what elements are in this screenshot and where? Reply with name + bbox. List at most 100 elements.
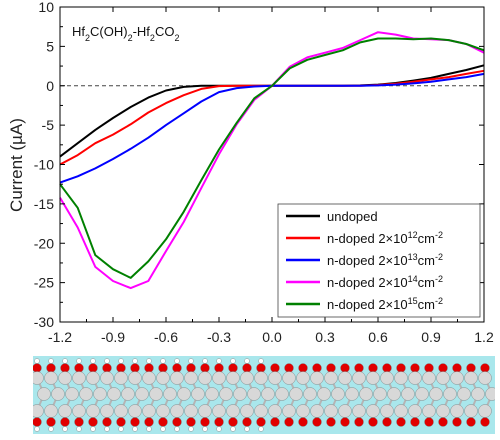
atom bbox=[326, 363, 336, 373]
atom bbox=[230, 426, 236, 432]
legend-label-0: undoped bbox=[327, 209, 378, 224]
atom bbox=[415, 387, 429, 401]
atom bbox=[368, 363, 378, 373]
atom bbox=[298, 363, 308, 373]
atom bbox=[93, 387, 107, 401]
atom bbox=[60, 363, 70, 373]
atom bbox=[310, 404, 324, 418]
series-line-4 bbox=[59, 37, 485, 279]
atom bbox=[485, 387, 495, 401]
atom bbox=[436, 371, 450, 385]
atom bbox=[37, 387, 51, 401]
formula-text: Hf bbox=[72, 24, 85, 39]
x-tick-label: 0.9 bbox=[421, 329, 441, 345]
legend-label-exponent: 13 bbox=[408, 252, 418, 262]
legend-label-unit: cm bbox=[418, 275, 435, 290]
legend-label-text: n-doped 2×10 bbox=[327, 231, 408, 246]
atom bbox=[373, 387, 387, 401]
atom bbox=[33, 363, 42, 373]
legend-label-unit: cm bbox=[418, 253, 435, 268]
atom bbox=[74, 417, 84, 427]
structure-atoms bbox=[33, 358, 495, 432]
atom bbox=[338, 404, 352, 418]
atom bbox=[284, 417, 294, 427]
atom bbox=[394, 371, 408, 385]
atom bbox=[205, 387, 219, 401]
series-layer bbox=[59, 31, 485, 290]
atom bbox=[44, 404, 58, 418]
atom bbox=[380, 371, 394, 385]
atom bbox=[396, 417, 406, 427]
x-tick-label: -1.2 bbox=[48, 329, 72, 345]
atom bbox=[466, 363, 476, 373]
atom bbox=[226, 404, 240, 418]
atom bbox=[88, 363, 98, 373]
atom bbox=[128, 371, 142, 385]
formula-label: Hf2C(OH)2-Hf2CO2 bbox=[72, 24, 179, 43]
atom bbox=[90, 358, 96, 364]
legend-label-exponent: 15 bbox=[408, 296, 418, 306]
molecular-structure-strip bbox=[33, 356, 495, 434]
atom bbox=[118, 426, 124, 432]
atom bbox=[296, 371, 310, 385]
atom bbox=[158, 417, 168, 427]
atom bbox=[198, 404, 212, 418]
atom bbox=[76, 426, 82, 432]
atom bbox=[422, 404, 436, 418]
atom bbox=[422, 371, 436, 385]
atom bbox=[352, 371, 366, 385]
atom bbox=[172, 417, 182, 427]
atom bbox=[219, 387, 233, 401]
legend-label-exponent: 14 bbox=[408, 274, 418, 284]
atom bbox=[438, 363, 448, 373]
atom bbox=[240, 371, 254, 385]
formula-subscript: 2 bbox=[128, 33, 133, 43]
atom bbox=[102, 417, 112, 427]
atom bbox=[170, 404, 184, 418]
atom bbox=[324, 371, 338, 385]
atom bbox=[72, 371, 86, 385]
atom bbox=[359, 387, 373, 401]
atom bbox=[200, 417, 210, 427]
atom bbox=[46, 417, 56, 427]
atom bbox=[212, 404, 226, 418]
atom bbox=[174, 358, 180, 364]
atom bbox=[163, 387, 177, 401]
atom bbox=[254, 371, 268, 385]
atom bbox=[270, 363, 280, 373]
atom bbox=[258, 426, 264, 432]
atom bbox=[452, 363, 462, 373]
legend-label-4: n-doped 2×1015cm-2 bbox=[327, 296, 443, 312]
legend-label-unit: cm bbox=[418, 231, 435, 246]
atom bbox=[410, 417, 420, 427]
atom bbox=[464, 371, 478, 385]
atom bbox=[44, 371, 58, 385]
x-tick-label: 0.0 bbox=[262, 329, 282, 345]
atom bbox=[184, 371, 198, 385]
atom bbox=[289, 387, 303, 401]
atom bbox=[156, 404, 170, 418]
atom bbox=[132, 426, 138, 432]
atom bbox=[256, 417, 266, 427]
y-tick-label: -15 bbox=[34, 196, 54, 212]
atom bbox=[429, 387, 443, 401]
atom bbox=[303, 387, 317, 401]
atom bbox=[216, 358, 222, 364]
atom bbox=[100, 404, 114, 418]
atom bbox=[202, 426, 208, 432]
x-tick-label: 0.6 bbox=[368, 329, 388, 345]
atom bbox=[452, 417, 462, 427]
atom bbox=[256, 363, 266, 373]
formula-text: CO bbox=[155, 24, 175, 39]
atom bbox=[74, 363, 84, 373]
atom bbox=[478, 371, 492, 385]
atom bbox=[331, 387, 345, 401]
y-tick-label: -20 bbox=[34, 235, 54, 251]
atom bbox=[242, 417, 252, 427]
atom bbox=[214, 363, 224, 373]
atom bbox=[170, 371, 184, 385]
atom bbox=[247, 387, 261, 401]
atom bbox=[324, 404, 338, 418]
atom bbox=[130, 417, 140, 427]
y-tick-label: 0 bbox=[46, 78, 54, 94]
